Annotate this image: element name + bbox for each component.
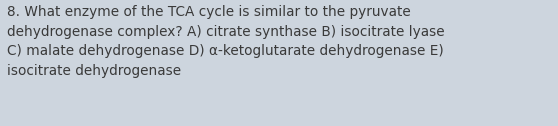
Text: 8. What enzyme of the TCA cycle is similar to the pyruvate
dehydrogenase complex: 8. What enzyme of the TCA cycle is simil…	[7, 5, 444, 77]
